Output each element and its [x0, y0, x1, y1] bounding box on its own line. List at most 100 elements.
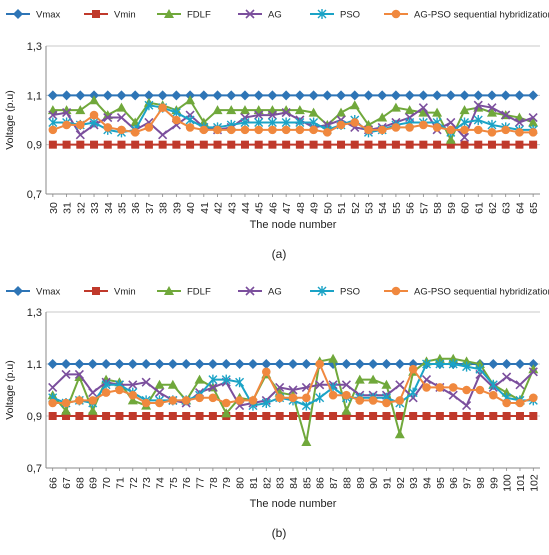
legend-label: FDLF [187, 10, 211, 21]
data-point [432, 90, 443, 101]
data-point [501, 140, 510, 149]
data-point [167, 359, 178, 369]
data-point [462, 385, 471, 395]
data-point [501, 125, 510, 135]
data-point [486, 90, 497, 101]
data-point [74, 369, 84, 379]
x-tick-label: 37 [144, 202, 156, 214]
data-point [487, 140, 496, 149]
data-point [529, 412, 538, 420]
series-ag-pso-sequential-hybridization [48, 103, 538, 137]
data-point [48, 125, 58, 135]
x-tick-label: 36 [130, 202, 142, 214]
data-point [433, 140, 442, 149]
x-tick-label: 99 [488, 477, 500, 489]
data-point [354, 374, 365, 384]
legend-item: AG-PSO sequential hybridization [384, 10, 549, 21]
data-point [336, 107, 347, 117]
x-tick-label: 57 [418, 202, 430, 214]
data-point [288, 385, 298, 395]
data-point [408, 387, 418, 398]
y-tick-label: 1,3 [27, 41, 42, 53]
data-point [194, 359, 205, 369]
data-point [448, 359, 458, 369]
data-point [248, 412, 257, 420]
data-point [144, 123, 154, 132]
x-tick-label: 81 [248, 477, 260, 489]
y-axis-label: Voltage (p.u) [4, 90, 16, 150]
data-point [391, 140, 400, 149]
x-tick-label: 100 [502, 474, 514, 492]
data-point [117, 140, 126, 149]
data-point [473, 115, 483, 125]
data-point [199, 125, 209, 135]
data-point [114, 359, 125, 369]
x-tick-label: 73 [141, 477, 153, 489]
legend-label: FDLF [187, 287, 211, 298]
x-axis-label: The node number [250, 498, 337, 510]
data-point [88, 388, 98, 398]
data-point [261, 367, 271, 377]
data-point [239, 105, 250, 115]
data-point [395, 412, 404, 420]
data-point [394, 429, 405, 439]
legend-marker [317, 286, 327, 296]
data-point [528, 112, 538, 123]
data-point [336, 120, 346, 130]
data-point [198, 90, 209, 101]
data-point [315, 380, 325, 390]
data-point [419, 120, 428, 130]
data-point [369, 412, 378, 420]
data-point [101, 379, 111, 390]
x-tick-label: 101 [515, 474, 527, 492]
data-point [418, 103, 428, 113]
data-point [418, 90, 429, 101]
data-point [462, 401, 472, 411]
data-point [103, 140, 112, 149]
data-point [208, 393, 218, 403]
data-point [240, 125, 250, 135]
data-point [115, 385, 124, 395]
data-point [48, 398, 57, 408]
data-point [288, 359, 298, 369]
data-point [234, 359, 245, 369]
data-point [446, 125, 456, 135]
x-tick-label: 69 [88, 477, 100, 489]
data-point [528, 359, 539, 369]
data-point [528, 364, 539, 374]
data-point [248, 396, 258, 405]
data-point [355, 396, 365, 405]
series-vmax [47, 90, 539, 101]
legend-label: AG-PSO sequential hybridization [414, 287, 549, 298]
x-tick-label: 77 [195, 477, 207, 489]
data-point [267, 110, 277, 120]
data-point [515, 398, 525, 408]
data-point [172, 115, 181, 125]
data-point [288, 393, 298, 403]
data-point [515, 412, 524, 420]
data-point [382, 398, 391, 408]
data-point [459, 90, 470, 101]
x-tick-label: 54 [377, 202, 389, 214]
data-point [364, 125, 373, 135]
data-point [103, 123, 113, 132]
x-tick-label: 67 [61, 477, 73, 489]
data-point [419, 140, 428, 149]
data-point [254, 110, 264, 120]
data-point [116, 102, 127, 112]
data-point [75, 90, 86, 101]
data-point [103, 112, 113, 123]
data-point [185, 95, 196, 105]
data-point [323, 140, 332, 149]
data-point [275, 393, 284, 403]
data-point [302, 412, 311, 420]
panel-label: (a) [272, 247, 287, 261]
x-tick-label: 48 [295, 202, 307, 214]
data-point [308, 90, 319, 101]
x-tick-label: 58 [432, 202, 444, 214]
legend-item: Vmax [6, 286, 61, 298]
x-tick-label: 75 [168, 477, 180, 489]
legend-item: AG [238, 9, 282, 21]
x-tick-label: 46 [267, 202, 279, 214]
data-point [446, 117, 456, 128]
